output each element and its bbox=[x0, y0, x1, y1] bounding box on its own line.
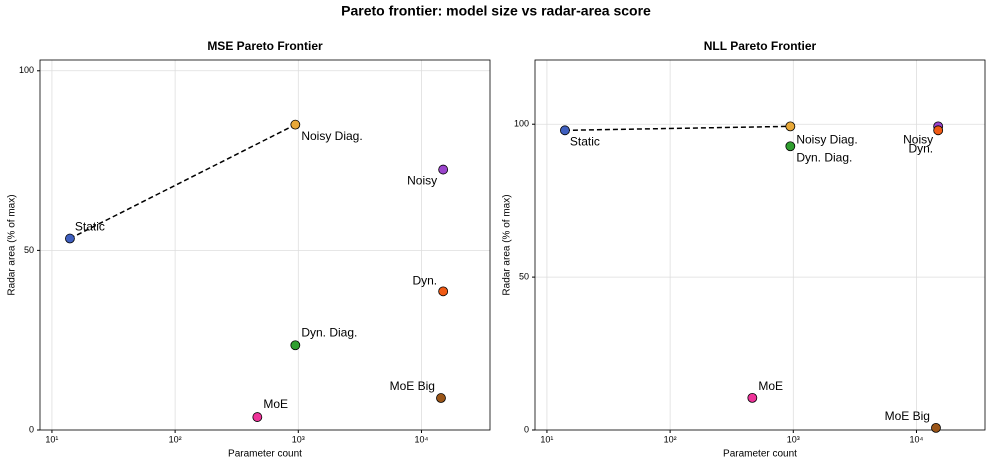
point bbox=[933, 125, 944, 136]
x-tick-label: 10³ bbox=[292, 434, 305, 444]
point bbox=[438, 286, 449, 297]
pareto-frontier bbox=[69, 123, 296, 240]
pareto-frontier bbox=[564, 125, 791, 132]
point bbox=[290, 340, 301, 351]
figure-title: Pareto frontier: model size vs radar-are… bbox=[341, 3, 651, 19]
axes-title: MSE Pareto Frontier bbox=[207, 39, 323, 53]
point bbox=[785, 141, 796, 152]
x-axis-label: Parameter count bbox=[228, 449, 302, 460]
x-axis-label: Parameter count bbox=[723, 449, 797, 460]
y-axis-label: Radar area (% of max) bbox=[7, 194, 18, 295]
point-label: Dyn. bbox=[908, 142, 933, 156]
point bbox=[785, 121, 796, 132]
x-tick-label: 10¹ bbox=[540, 434, 553, 444]
point bbox=[747, 392, 758, 403]
point-label: Noisy Diag. bbox=[796, 133, 857, 147]
point bbox=[560, 125, 570, 136]
point bbox=[436, 393, 446, 403]
point-label: Dyn. Diag. bbox=[301, 325, 357, 339]
x-tick-label: 10² bbox=[169, 434, 182, 444]
x-tick-label: 10⁴ bbox=[910, 434, 924, 444]
point-label: MoE bbox=[758, 379, 783, 393]
point-label: MoE Big bbox=[885, 409, 930, 423]
x-tick-label: 10⁴ bbox=[415, 434, 429, 444]
point-label: Noisy bbox=[903, 133, 933, 147]
axes-frame bbox=[534, 59, 986, 431]
point-label: Noisy bbox=[407, 174, 437, 188]
point-label: MoE bbox=[263, 397, 288, 411]
point bbox=[252, 412, 263, 422]
x-tick-label: 10³ bbox=[787, 434, 800, 444]
y-tick-label: 100 bbox=[514, 119, 529, 129]
axes-frame bbox=[39, 59, 491, 431]
point-label: Dyn. bbox=[412, 274, 437, 288]
point bbox=[65, 233, 75, 244]
point bbox=[290, 119, 301, 130]
y-tick-label: 0 bbox=[29, 424, 34, 434]
point-label: Static bbox=[75, 220, 105, 234]
y-tick-label: 50 bbox=[519, 271, 529, 281]
y-axis-label: Radar area (% of max) bbox=[502, 194, 513, 295]
y-tick-label: 0 bbox=[524, 424, 529, 434]
point bbox=[931, 422, 941, 433]
point-label: Noisy Diag. bbox=[301, 129, 362, 143]
point-label: MoE Big bbox=[390, 379, 435, 393]
y-tick-label: 100 bbox=[19, 65, 34, 75]
point-label: Dyn. Diag. bbox=[796, 150, 852, 164]
y-tick-label: 50 bbox=[24, 245, 34, 255]
point-label: Static bbox=[570, 135, 600, 149]
point bbox=[438, 164, 449, 175]
x-tick-label: 10² bbox=[664, 434, 677, 444]
axes-title: NLL Pareto Frontier bbox=[704, 39, 817, 53]
x-tick-label: 10¹ bbox=[45, 434, 58, 444]
